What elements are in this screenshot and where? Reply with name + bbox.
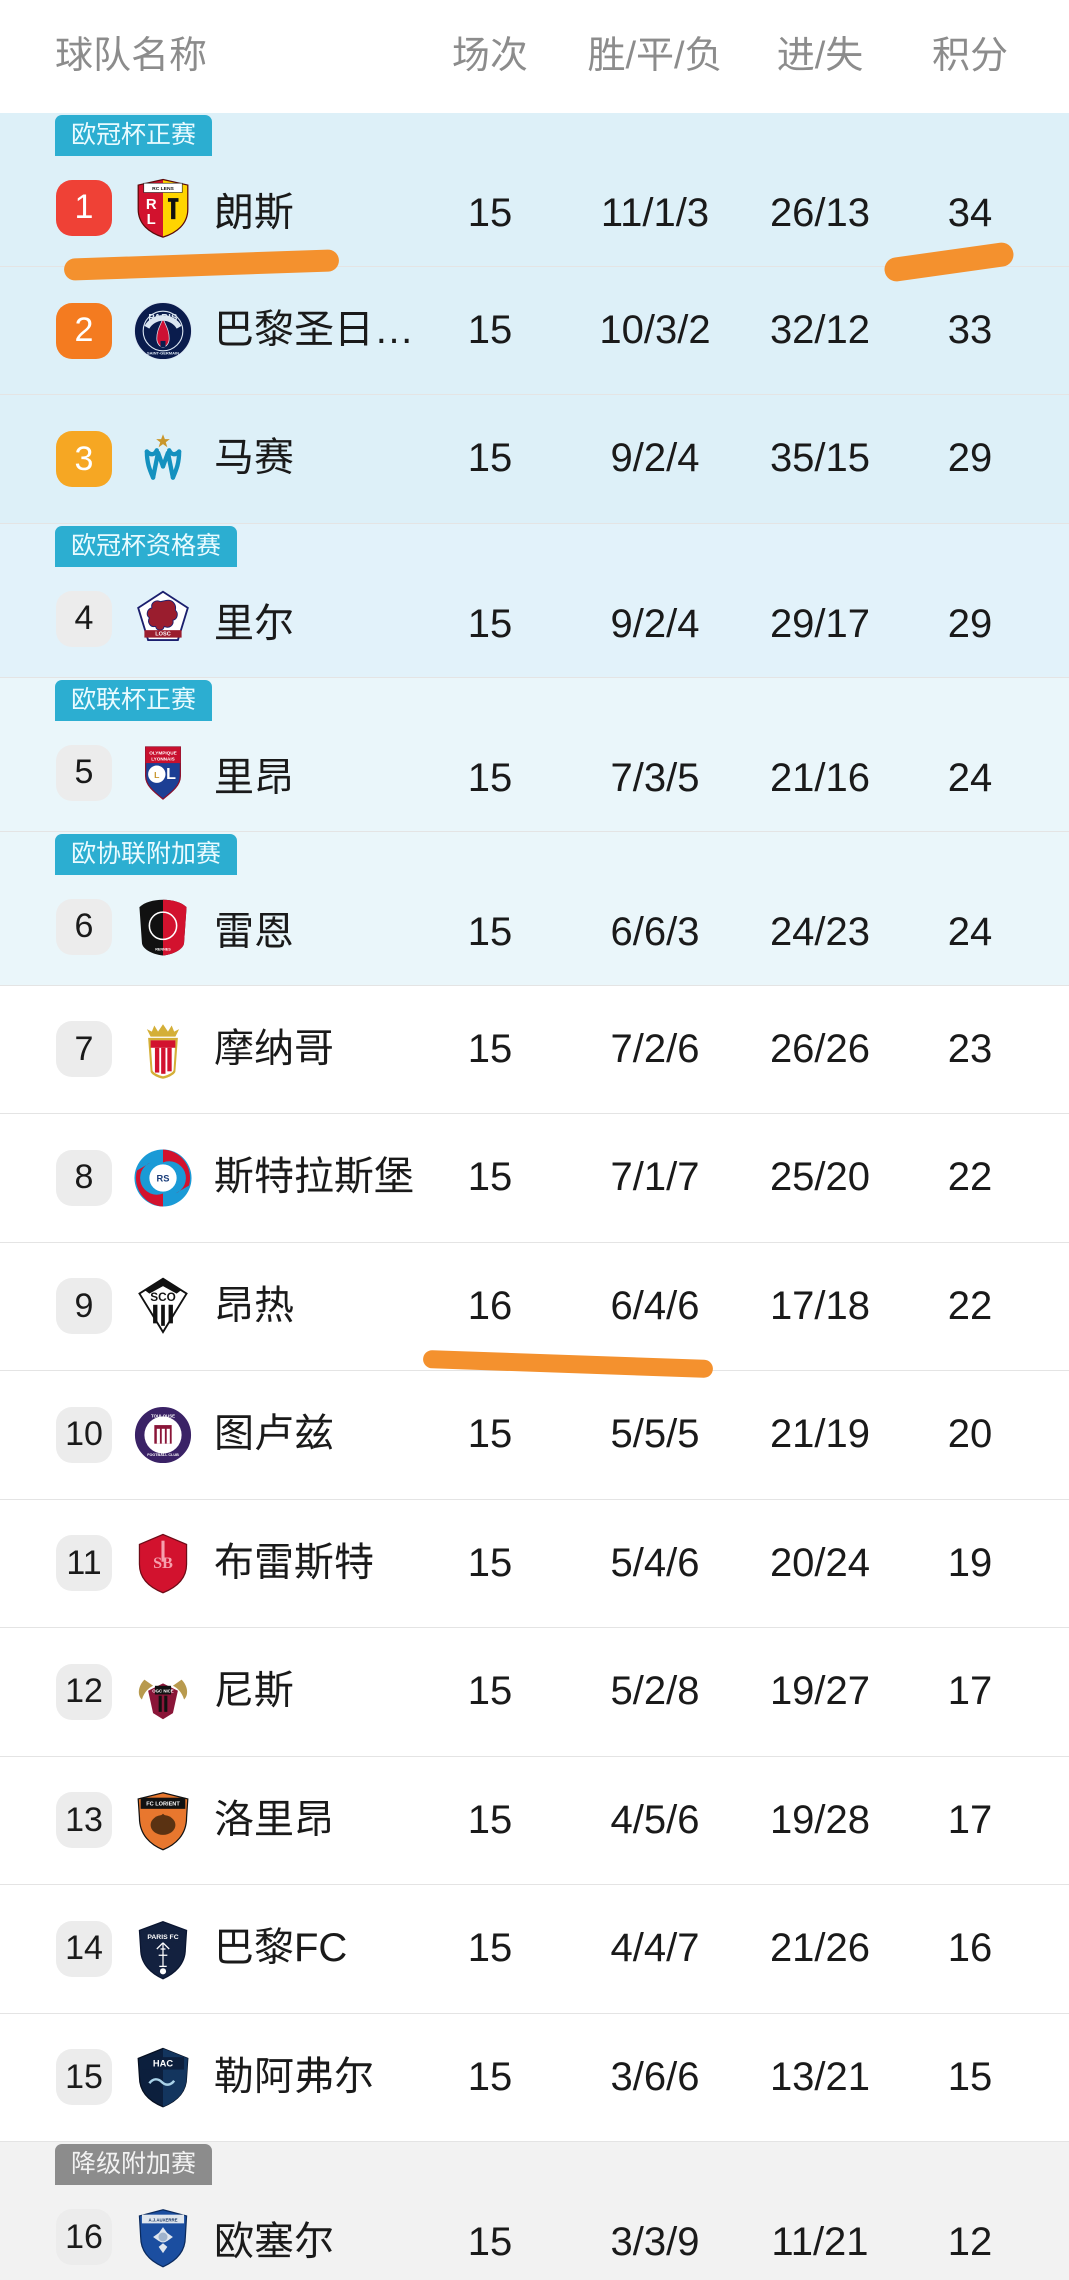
svg-text:PARIS FC: PARIS FC [147, 1934, 178, 1941]
svg-text:RS: RS [157, 1174, 170, 1184]
svg-text:SCO: SCO [150, 1291, 176, 1304]
svg-text:R: R [146, 197, 157, 213]
svg-text:RC LENS: RC LENS [152, 186, 174, 192]
svg-text:SAINT-GERMAIN: SAINT-GERMAIN [147, 350, 179, 355]
svg-text:FOOTBALL CLUB: FOOTBALL CLUB [147, 1453, 179, 1457]
svg-text:A.J.AUXERRE: A.J.AUXERRE [148, 2218, 177, 2223]
svg-text:OLYMPIQUE: OLYMPIQUE [149, 750, 176, 755]
svg-text:LOSC: LOSC [155, 632, 171, 638]
svg-text:L: L [166, 765, 176, 783]
svg-text:RENNES: RENNES [155, 947, 171, 951]
svg-text:OGC NICE: OGC NICE [152, 1688, 174, 1693]
svg-text:L: L [154, 770, 160, 780]
svg-text:SB: SB [153, 1555, 173, 1572]
svg-text:FC LORIENT: FC LORIENT [146, 1802, 180, 1808]
svg-text:HAC: HAC [153, 2059, 173, 2069]
svg-text:TOULOUSE: TOULOUSE [151, 1413, 175, 1418]
svg-text:LYONNAIS: LYONNAIS [151, 756, 175, 761]
svg-text:L: L [147, 212, 156, 228]
svg-text:PARIS: PARIS [148, 312, 177, 322]
